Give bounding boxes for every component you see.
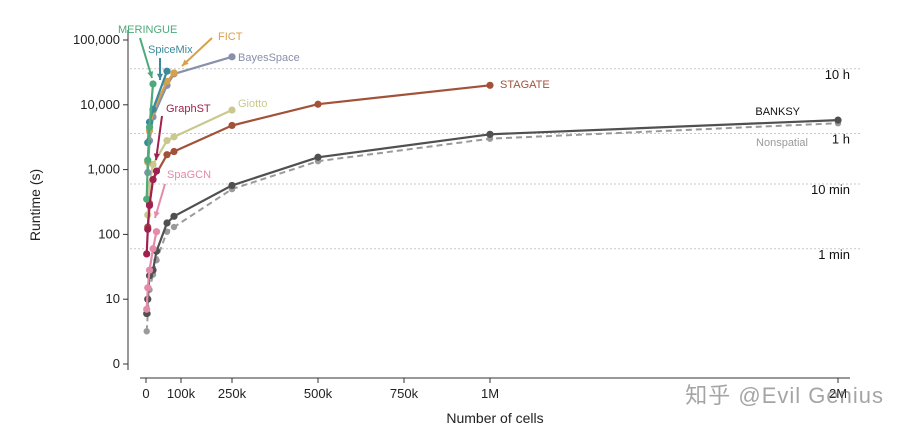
x-tick-label: 100k xyxy=(167,386,196,401)
label-arrow-graphst xyxy=(155,115,163,161)
series-label-nonspatial: Nonspatial xyxy=(756,137,808,149)
data-point-spagcn xyxy=(145,266,154,274)
series-line-banksy xyxy=(145,119,839,314)
watermark: 知乎 @Evil Genius xyxy=(685,383,884,408)
y-tick-label: 0 xyxy=(113,356,120,371)
series-label-meringue: MERINGUE xyxy=(118,24,177,36)
series-line-giotto xyxy=(146,109,233,215)
data-point-fict xyxy=(163,77,171,85)
y-tick-label: 10,000 xyxy=(80,97,120,112)
label-arrow-meringue xyxy=(139,37,153,79)
y-tick-label: 10 xyxy=(106,291,120,306)
data-point-meringue xyxy=(143,195,151,203)
data-point-bayesspace xyxy=(228,53,236,61)
series-label-bayesspace: BayesSpace xyxy=(238,52,300,64)
x-axis-title: Number of cells xyxy=(446,410,543,426)
x-tick-label: 1M xyxy=(481,386,499,401)
series-label-fict: FICT xyxy=(218,31,243,43)
data-point-meringue xyxy=(145,123,154,131)
data-point-banksy xyxy=(834,116,842,124)
series-group xyxy=(143,53,842,335)
data-point-banksy xyxy=(228,181,236,190)
data-point-graphst xyxy=(143,250,151,258)
data-point-giotto xyxy=(228,106,236,114)
data-point-nonspatial xyxy=(170,223,178,231)
series-label-banksy: BANKSY xyxy=(755,106,800,118)
data-point-banksy xyxy=(170,212,178,220)
data-point-stagate xyxy=(486,81,494,89)
x-tick-label: 2M xyxy=(829,386,847,401)
series-labels: Nonspatial BANKSY STAGATE Giotto BayesSpace F… xyxy=(118,24,808,219)
data-point-banksy xyxy=(163,219,171,227)
y-axis-title: Runtime (s) xyxy=(27,169,43,241)
data-point-nonspatial xyxy=(143,328,150,335)
data-point-stagate xyxy=(163,151,171,159)
data-point-graphst xyxy=(149,176,157,184)
reference-label: 1 h xyxy=(832,132,850,147)
series-line-nonspatial xyxy=(145,122,839,332)
data-point-stagate xyxy=(314,100,322,108)
x-tick-label: 250k xyxy=(218,386,247,401)
data-point-graphst xyxy=(144,225,152,233)
x-tick-label: 750k xyxy=(390,386,419,401)
data-point-spagcn xyxy=(143,305,151,313)
data-point-spagcn xyxy=(144,284,152,292)
data-point-spagcn xyxy=(152,228,161,236)
label-arrowhead-graphst xyxy=(153,153,160,160)
reference-label: 10 min xyxy=(811,182,850,197)
label-arrowhead-fict xyxy=(182,59,189,66)
data-point-spicemix xyxy=(163,67,171,75)
axes xyxy=(123,30,850,383)
data-point-banksy xyxy=(486,130,494,138)
label-arrowhead-meringue xyxy=(147,71,154,78)
x-tick-label: 500k xyxy=(304,386,333,401)
y-tick-label: 100,000 xyxy=(73,32,120,47)
series-line-meringue xyxy=(145,83,155,200)
reference-label: 10 h xyxy=(825,67,850,82)
data-point-banksy xyxy=(314,153,322,161)
tick-labels: 0 10 100 1,000 10,000 100,000 0 100k 250k 500k 750… xyxy=(73,32,847,401)
label-arrow-fict xyxy=(181,37,213,67)
data-point-graphst xyxy=(152,167,161,175)
series-label-spicemix: SpiceMix xyxy=(148,44,193,56)
data-point-spagcn xyxy=(149,245,157,253)
data-point-meringue xyxy=(149,80,157,88)
y-tick-label: 1,000 xyxy=(87,162,120,177)
series-label-giotto: Giotto xyxy=(238,98,267,110)
reference-gridlines: 10 h 1 h 10 min 1 min xyxy=(130,67,860,262)
y-tick-label: 100 xyxy=(98,226,120,241)
data-point-meringue xyxy=(144,156,152,164)
data-point-giotto xyxy=(163,137,171,145)
data-point-fict xyxy=(170,69,178,77)
series-label-spagcn: SpaGCN xyxy=(167,169,211,181)
label-arrowhead-spicemix xyxy=(156,73,164,80)
series-label-graphst: GraphST xyxy=(166,103,211,115)
x-tick-label: 0 xyxy=(142,386,149,401)
reference-label: 1 min xyxy=(818,247,850,262)
label-arrowhead-spagcn xyxy=(153,211,160,218)
data-point-stagate xyxy=(170,147,178,156)
data-point-stagate xyxy=(228,121,236,130)
data-point-giotto xyxy=(170,133,178,141)
series-label-stagate: STAGATE xyxy=(500,79,550,91)
data-point-graphst xyxy=(145,201,154,210)
